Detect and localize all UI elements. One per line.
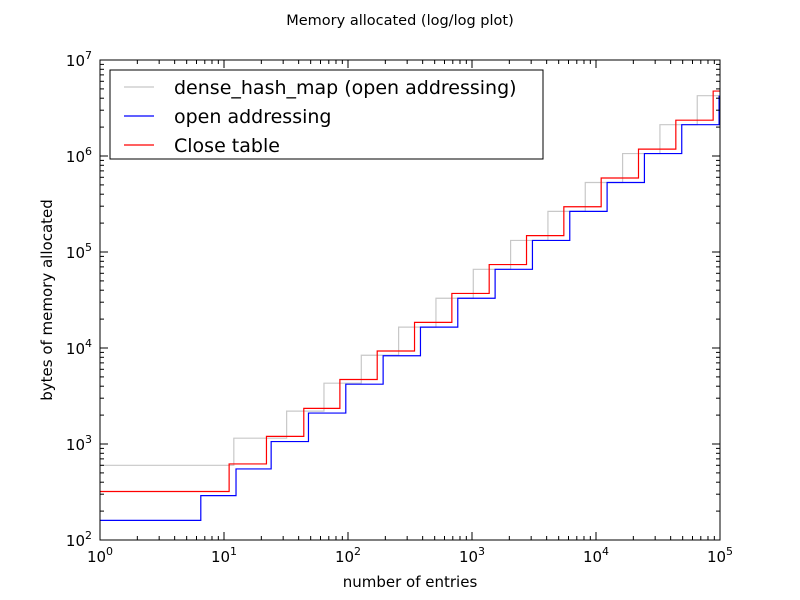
legend-label-0: dense_hash_map (open addressing) xyxy=(174,77,517,99)
y-tick-label: 106 xyxy=(66,145,92,166)
legend: dense_hash_map (open addressing) open add… xyxy=(109,69,544,160)
chart-title: Memory allocated (log/log plot) xyxy=(286,13,513,29)
axis-ticks: 100 101 102 103 104 105 102 103 104 105 106 107 xyxy=(66,49,733,566)
x-axis-label: number of entries xyxy=(343,573,478,591)
y-axis-label: bytes of memory allocated xyxy=(38,199,56,401)
y-tick-label: 105 xyxy=(66,241,92,262)
series-lines xyxy=(100,90,720,521)
x-tick-label: 102 xyxy=(335,545,361,566)
series-line-1 xyxy=(100,95,720,521)
x-tick-label: 105 xyxy=(707,545,733,566)
legend-box xyxy=(109,69,544,160)
series-line-2 xyxy=(100,90,720,493)
axes-frame xyxy=(99,59,721,541)
y-tick-label: 107 xyxy=(66,49,92,70)
y-tick-label: 103 xyxy=(66,433,92,454)
legend-label-1: open addressing xyxy=(174,106,331,128)
x-tick-label: 104 xyxy=(583,545,609,566)
x-tick-label: 103 xyxy=(459,545,485,566)
y-tick-label: 102 xyxy=(66,529,92,550)
x-tick-label: 101 xyxy=(211,545,237,566)
series-line-0 xyxy=(100,95,720,466)
y-tick-label: 104 xyxy=(66,337,92,358)
legend-label-2: Close table xyxy=(174,135,280,157)
x-tick-label: 100 xyxy=(87,545,113,566)
